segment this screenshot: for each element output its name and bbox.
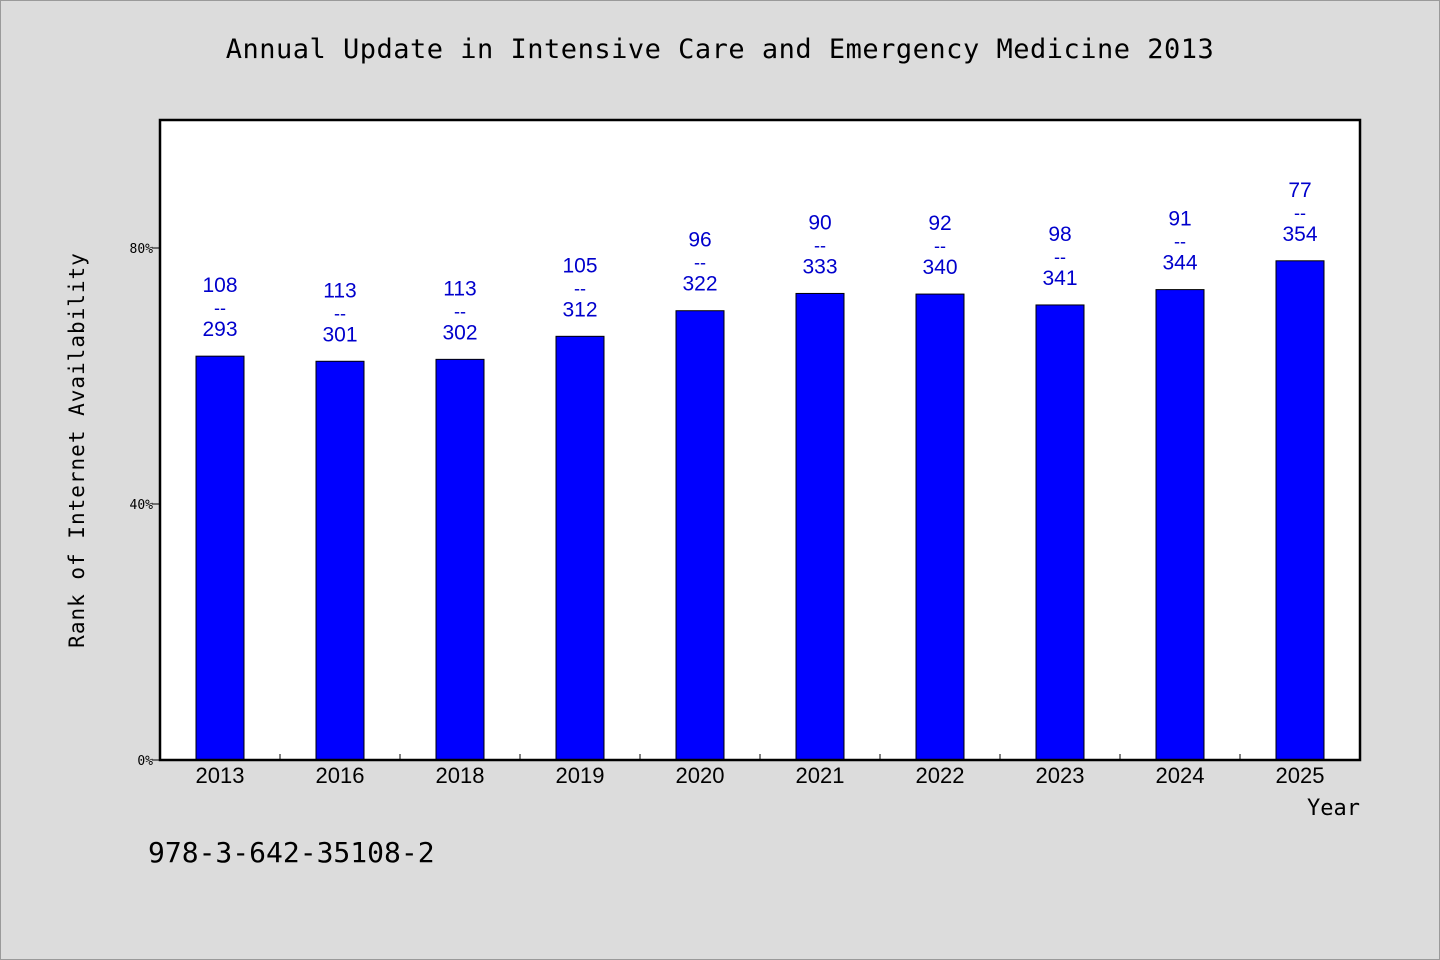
bar <box>915 293 965 761</box>
data-label-top: 96 <box>688 229 711 252</box>
data-label-top: 90 <box>808 211 831 234</box>
data-label-top: 92 <box>928 212 951 235</box>
data-label-bottom: 301 <box>322 323 357 346</box>
x-tick-label: 2016 <box>316 763 365 788</box>
data-label-separator: -- <box>814 235 826 255</box>
data-label-bottom: 344 <box>1162 252 1197 275</box>
bar <box>555 335 605 761</box>
data-label-separator: -- <box>694 253 706 273</box>
x-tick-label: 2021 <box>796 763 845 788</box>
data-label-bottom: 354 <box>1282 223 1317 246</box>
x-tick-label: 2020 <box>676 763 725 788</box>
y-tick-label: 80% <box>130 242 154 257</box>
data-label-separator: -- <box>214 298 226 318</box>
bar <box>1275 260 1325 761</box>
data-label-separator: -- <box>934 236 946 256</box>
data-label-bottom: 293 <box>202 318 237 341</box>
x-axis-label: Year <box>1307 796 1360 821</box>
x-tick-label: 2022 <box>916 763 965 788</box>
data-label-top: 105 <box>562 254 597 277</box>
chart-title: Annual Update in Intensive Care and Emer… <box>225 34 1215 65</box>
data-label-top: 77 <box>1288 179 1311 202</box>
isbn-footnote: 978-3-642-35108-2 <box>148 836 435 869</box>
x-tick-label: 2025 <box>1276 763 1325 788</box>
data-label-separator: -- <box>454 301 466 321</box>
y-tick-label: 0% <box>137 754 153 769</box>
data-label-top: 113 <box>323 279 356 302</box>
x-tick-label: 2018 <box>436 763 485 788</box>
bar <box>1155 289 1205 761</box>
x-tick-label: 2019 <box>556 763 605 788</box>
x-tick-label: 2023 <box>1036 763 1085 788</box>
bar <box>1035 304 1085 761</box>
plot-border <box>158 118 1362 762</box>
y-axis-label: Rank of Internet Availability <box>65 252 89 648</box>
data-label-separator: -- <box>1174 232 1186 252</box>
data-label-separator: -- <box>1294 203 1306 223</box>
bar <box>435 358 485 761</box>
y-tick-label: 40% <box>130 498 154 513</box>
x-tick-label: 2024 <box>1156 763 1205 788</box>
bar <box>675 310 725 761</box>
data-label-bottom: 312 <box>562 298 597 321</box>
data-label-separator: -- <box>334 303 346 323</box>
data-label-bottom: 340 <box>922 256 957 279</box>
bar <box>195 355 245 761</box>
data-label-separator: -- <box>574 278 586 298</box>
x-tick-label: 2013 <box>196 763 245 788</box>
bar <box>315 360 365 761</box>
data-label-top: 113 <box>443 277 476 300</box>
data-label-top: 108 <box>202 274 237 297</box>
data-label-bottom: 333 <box>802 255 837 278</box>
data-label-separator: -- <box>1054 247 1066 267</box>
bar <box>795 292 845 761</box>
data-label-top: 98 <box>1048 223 1071 246</box>
data-label-bottom: 302 <box>442 321 477 344</box>
data-label-top: 91 <box>1168 208 1191 231</box>
data-label-bottom: 322 <box>682 273 717 296</box>
data-label-bottom: 341 <box>1042 267 1077 290</box>
